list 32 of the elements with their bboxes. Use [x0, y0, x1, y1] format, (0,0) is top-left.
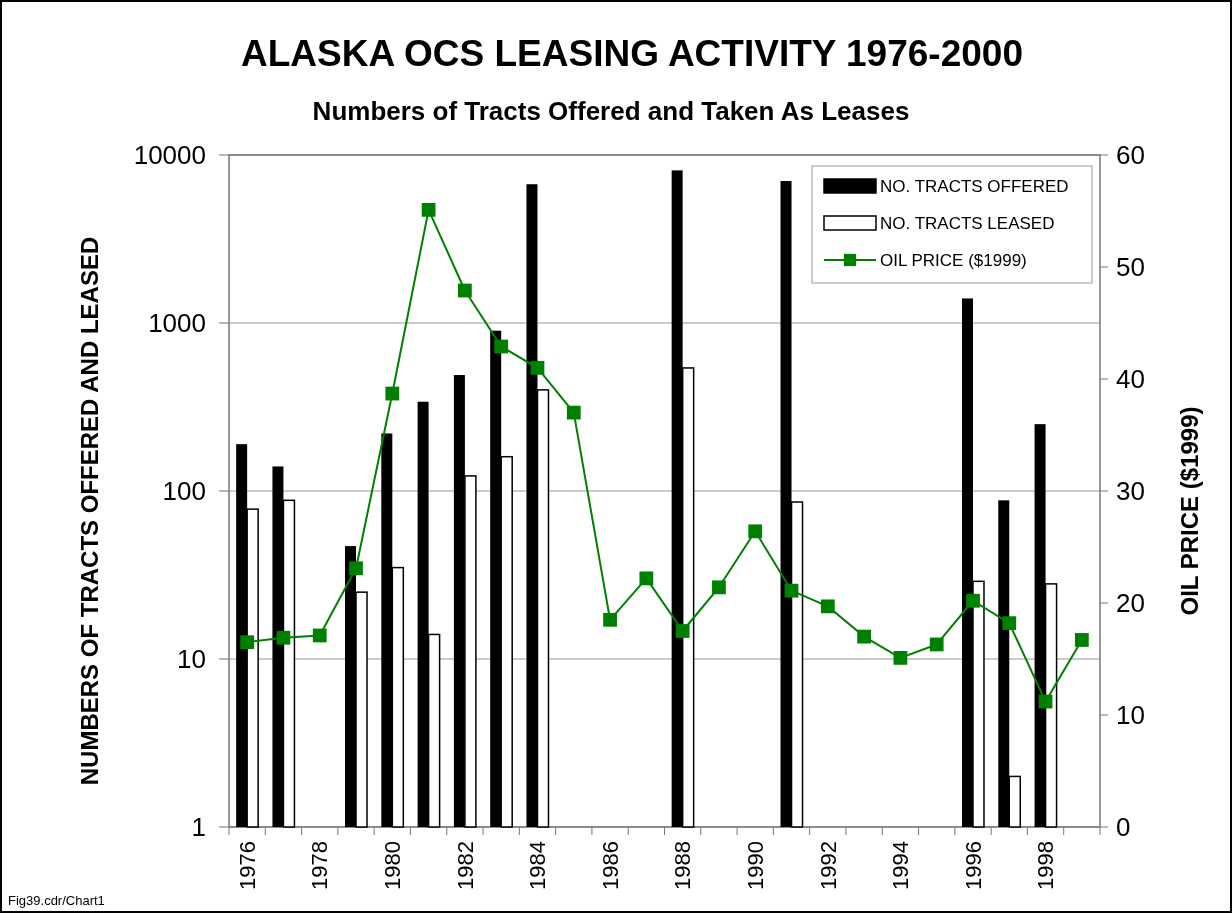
- x-tick-label: 1978: [307, 841, 333, 890]
- y-axis-title: NUMBERS OF TRACTS OFFERED AND LEASED: [76, 236, 103, 786]
- x-tick-label: 1984: [525, 841, 551, 890]
- y2-tick-label: 0: [1116, 812, 1131, 843]
- y-tick-label: 100: [162, 476, 206, 507]
- legend-label: OIL PRICE ($1999): [880, 250, 1027, 270]
- y-tick-label: 1: [191, 812, 206, 843]
- chart-subtitle: Numbers of Tracts Offered and Taken As Leases: [312, 96, 910, 126]
- y-tick-label: 10: [177, 644, 206, 675]
- y2-tick-label: 20: [1116, 588, 1145, 619]
- x-tick-label: 1990: [742, 841, 768, 890]
- x-tick-label: 1988: [670, 841, 696, 890]
- x-tick-label: 1986: [597, 841, 623, 890]
- x-tick-label: 1980: [380, 841, 406, 890]
- x-tick-label: 1982: [452, 841, 478, 890]
- legend-label: NO. TRACTS LEASED: [880, 213, 1055, 233]
- x-tick-label: 1994: [888, 841, 914, 890]
- legend-label: NO. TRACTS OFFERED: [880, 176, 1069, 196]
- y2-axis-title: OIL PRICE ($1999): [1176, 406, 1203, 616]
- x-tick-label: 1996: [960, 841, 986, 890]
- y2-tick-label: 10: [1116, 700, 1145, 731]
- x-tick-label: 1998: [1033, 841, 1059, 890]
- caption: Fig39.cdr/Chart1: [8, 893, 105, 908]
- y-tick-label: 1000: [148, 308, 206, 339]
- y2-tick-label: 60: [1116, 140, 1145, 171]
- y2-tick-label: 30: [1116, 476, 1145, 507]
- y2-tick-label: 40: [1116, 364, 1145, 395]
- x-tick-label: 1992: [815, 841, 841, 890]
- chart-title: ALASKA OCS LEASING ACTIVITY 1976-2000: [240, 33, 1024, 74]
- x-tick-label: 1976: [234, 841, 260, 890]
- y2-tick-label: 50: [1116, 252, 1145, 283]
- y-tick-label: 10000: [133, 140, 206, 171]
